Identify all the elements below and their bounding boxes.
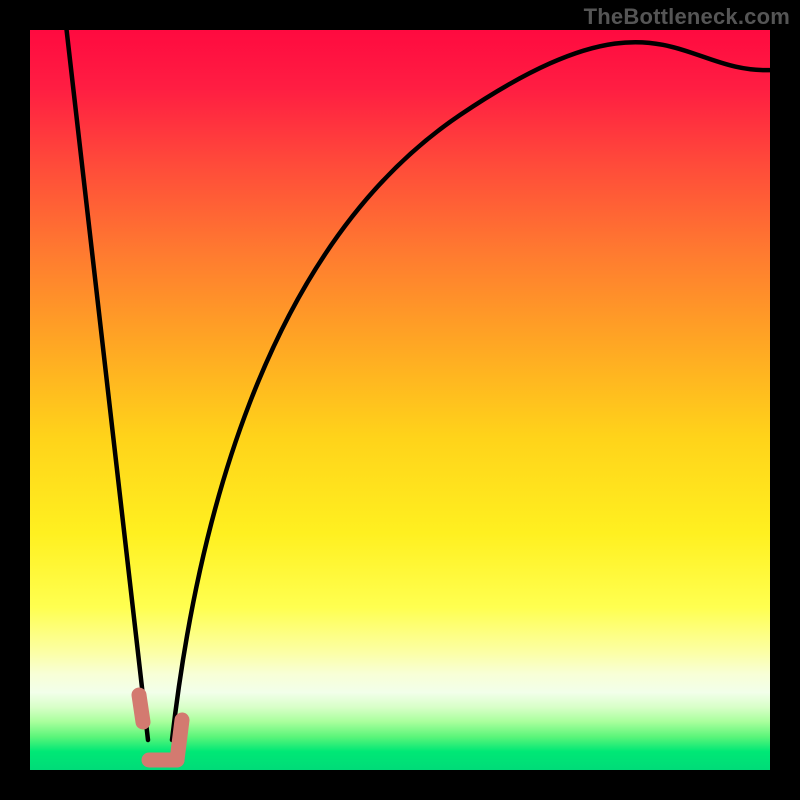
bottleneck-chart (0, 0, 800, 800)
chart-container: TheBottleneck.com (0, 0, 800, 800)
plot-area (30, 30, 770, 770)
watermark-text: TheBottleneck.com (584, 4, 790, 30)
